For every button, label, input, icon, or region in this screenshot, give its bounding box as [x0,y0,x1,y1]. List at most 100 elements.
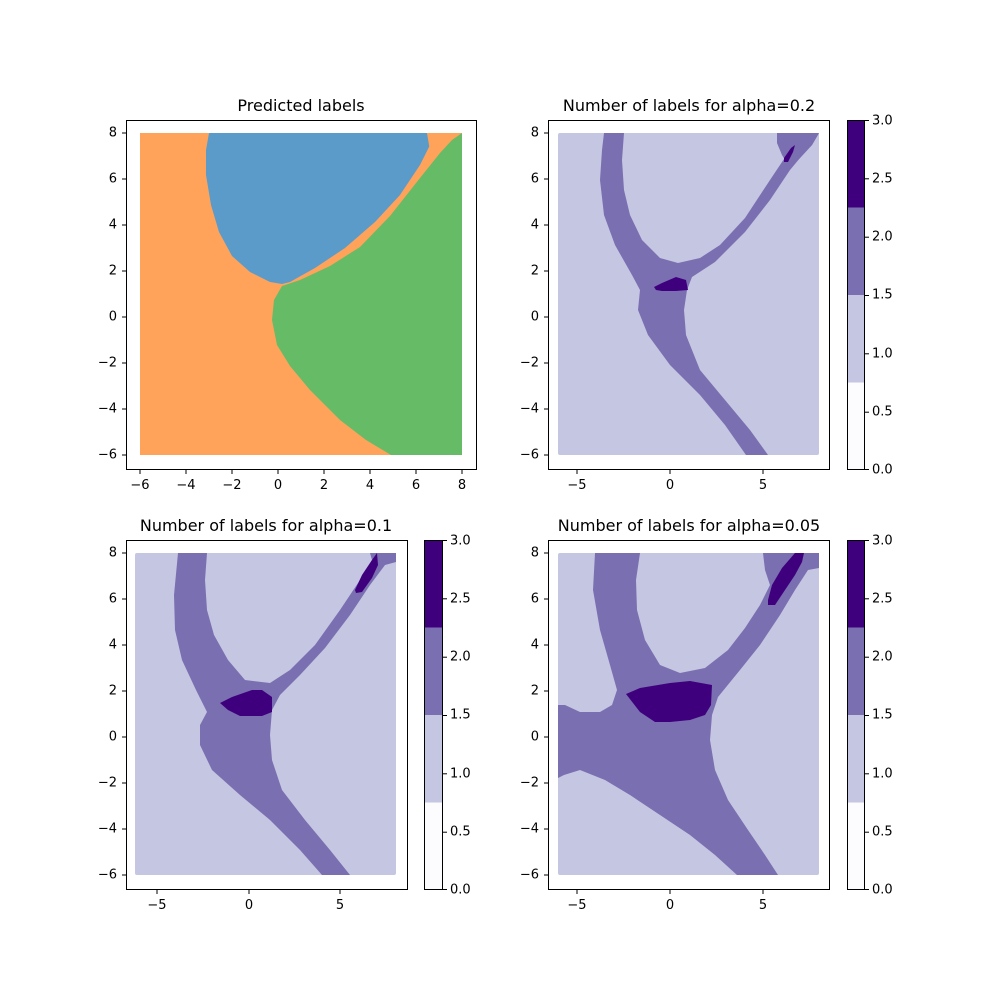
x-tick-label: −5 [147,898,167,913]
colorbar-tick-label: 3.0 [450,533,471,549]
y-tick-label: −4 [97,821,117,837]
y-tick-label: −2 [97,355,117,371]
y-tick-label: −4 [519,821,539,837]
colorbar-tick-label: 0.0 [872,882,893,898]
predicted-labels-axes [122,120,477,474]
y-ticks [122,132,126,456]
x-tick-label: 0 [665,898,675,913]
x-tick-label: 5 [758,478,768,493]
x-tick-label: 0 [273,478,283,493]
colorbar-tick-label: 1.5 [872,707,893,723]
two-label-band [600,133,819,455]
class-1-wedge [427,133,454,156]
three-label-region-center [654,277,688,291]
x-tick-label: 2 [319,478,329,493]
colorbar-alpha-0.2 [847,120,869,470]
y-tick-label: 0 [530,309,539,325]
axes-frame [548,540,830,890]
y-tick-label: 0 [108,729,117,745]
y-ticks [544,552,548,876]
colorbar-tick-label: 2.5 [450,591,471,607]
colorbar-tick-label: 2.0 [872,649,893,665]
three-label-region-center [220,690,272,716]
y-tick-label: −4 [519,401,539,417]
y-tick-label: 4 [108,637,117,653]
y-ticks [544,132,548,456]
colorbar-tick-label: 2.0 [450,649,471,665]
x-ticks [156,890,341,894]
x-tick-label: −5 [567,478,587,493]
x-ticks [576,890,764,894]
colorbar-tick-label: 3.0 [872,113,893,129]
colorbar-tick-label: 1.5 [872,287,893,303]
y-tick-label: −6 [519,447,539,463]
colorbar-tick-label: 1.0 [450,766,471,782]
colorbar-tick-label: 0.5 [450,824,471,840]
colorbar-tick-label: 1.0 [872,766,893,782]
y-tick-label: 0 [530,729,539,745]
alpha-0.05-title: Number of labels for alpha=0.05 [557,516,821,535]
alpha-0.1-axes [122,540,447,894]
class-2-region [272,133,462,455]
x-tick-label: 0 [665,478,675,493]
x-ticks [139,470,463,474]
y-tick-label: 2 [530,683,539,699]
x-tick-label: 5 [758,898,768,913]
colorbar-tick-label: 2.0 [872,229,893,245]
y-tick-label: 6 [108,591,117,607]
y-tick-label: 4 [530,637,539,653]
y-tick-label: 2 [108,263,117,279]
colorbar-tick-label: 0.0 [450,882,471,898]
colorbar-tick-label: 0.5 [872,824,893,840]
colorbar-alpha-0.05 [847,540,869,890]
y-tick-label: −6 [97,447,117,463]
x-tick-label: −5 [567,898,587,913]
y-tick-label: 8 [530,125,539,141]
three-label-region-topright [784,145,795,162]
y-tick-label: 4 [530,217,539,233]
x-tick-label: 8 [457,478,467,493]
alpha-0.2-axes [544,120,869,474]
colorbar-tick-label: 3.0 [872,533,893,549]
y-tick-label: 8 [108,545,117,561]
colorbar-alpha-0.1 [424,540,447,890]
y-tick-label: −4 [97,401,117,417]
y-tick-label: 0 [108,309,117,325]
x-tick-label: −4 [176,478,196,493]
alpha-0.05-axes [544,540,869,894]
colorbar-tick-label: 2.5 [872,171,893,187]
y-tick-label: 8 [530,545,539,561]
colorbar-tick-label: 0.5 [872,404,893,420]
x-tick-label: 6 [411,478,421,493]
colorbar-tick-label: 0.0 [872,462,893,478]
y-tick-label: −2 [97,775,117,791]
class-0-region [206,133,430,284]
axes-frame [126,540,408,890]
colorbar-tick-label: 2.5 [872,591,893,607]
y-tick-label: −6 [519,867,539,883]
y-tick-label: 4 [108,217,117,233]
y-tick-label: 6 [108,171,117,187]
alpha-0.1-title: Number of labels for alpha=0.1 [139,516,393,535]
y-tick-label: 2 [108,683,117,699]
x-tick-label: −6 [130,478,150,493]
y-ticks [122,552,126,876]
axes-frame [548,120,830,470]
x-tick-label: −2 [222,478,242,493]
x-tick-label: 5 [335,898,345,913]
x-ticks [576,470,764,474]
three-label-region-topright [768,553,804,605]
x-tick-label: 0 [244,898,254,913]
axes-frame [126,120,477,470]
y-tick-label: 6 [530,591,539,607]
y-tick-label: 6 [530,171,539,187]
two-label-band [174,553,396,875]
colorbar-tick-label: 1.5 [450,707,471,723]
y-tick-label: 2 [530,263,539,279]
three-label-region-center [626,681,712,722]
colorbar-tick-label: 1.0 [872,346,893,362]
y-tick-label: 8 [108,125,117,141]
x-tick-label: 4 [365,478,375,493]
